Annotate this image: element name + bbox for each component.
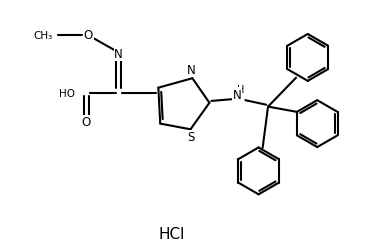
Text: HO: HO: [59, 89, 75, 99]
Text: N: N: [233, 89, 242, 102]
Text: HCl: HCl: [158, 226, 185, 241]
Text: S: S: [187, 131, 195, 144]
Text: CH₃: CH₃: [34, 30, 53, 41]
Text: N: N: [187, 64, 196, 77]
Text: O: O: [82, 116, 91, 129]
Text: H: H: [237, 84, 245, 94]
Text: O: O: [84, 29, 93, 42]
Text: N: N: [114, 48, 123, 61]
